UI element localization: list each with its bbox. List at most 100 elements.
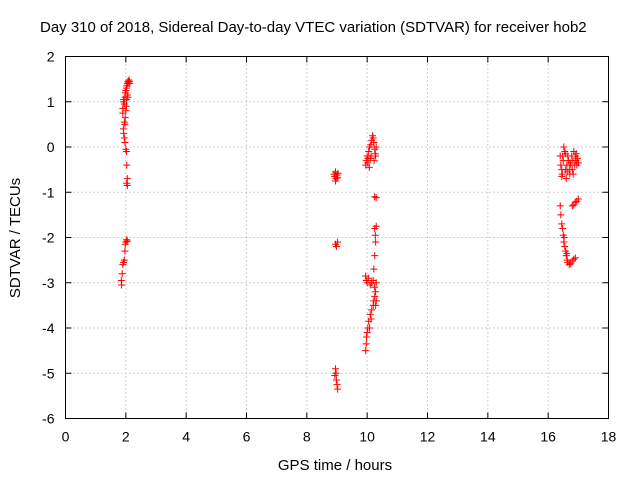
data-point-plus-marker [118, 281, 126, 289]
data-point-plus-marker [560, 143, 568, 151]
data-point-plus-marker [123, 161, 131, 169]
data-point-plus-marker [563, 249, 571, 257]
data-point-plus-marker [372, 143, 380, 151]
data-point-plus-marker [121, 114, 129, 122]
x-tick-label: 12 [420, 429, 436, 445]
data-point-plus-marker [332, 376, 340, 384]
data-point-plus-marker [365, 274, 373, 282]
data-point-plus-marker [572, 150, 580, 158]
y-tick-label: -6 [42, 411, 55, 427]
data-point-plus-marker [565, 261, 573, 269]
data-point-plus-marker [557, 161, 565, 169]
plot-frame [65, 56, 609, 419]
data-point-plus-marker [118, 270, 126, 278]
x-tick-label: 6 [243, 429, 251, 445]
data-point-plus-marker [122, 107, 130, 115]
data-point-plus-marker [561, 243, 569, 251]
data-point-plus-marker [573, 154, 581, 162]
y-tick-label: -4 [42, 320, 55, 336]
y-tick-label: -1 [42, 184, 55, 200]
x-tick-label: 4 [182, 429, 190, 445]
data-point-plus-marker [121, 120, 129, 128]
data-point-plus-marker [121, 247, 129, 255]
data-point-plus-marker [370, 265, 378, 273]
data-point-plus-marker [333, 381, 341, 389]
data-point-plus-marker [331, 177, 339, 185]
data-point-plus-marker [367, 315, 375, 323]
grid [65, 56, 609, 419]
data-point-plus-marker [365, 148, 373, 156]
axis-ticks [65, 56, 609, 419]
chart-title: Day 310 of 2018, Sidereal Day-to-day VTE… [40, 19, 587, 36]
data-point-plus-marker [125, 76, 133, 84]
data-point-plus-marker [566, 159, 574, 167]
data-point-plus-marker [123, 236, 131, 244]
data-point-plus-marker [570, 255, 578, 263]
data-point-plus-marker [121, 138, 129, 146]
data-point-plus-marker [334, 169, 342, 177]
data-point-plus-marker [558, 172, 566, 180]
data-point-plus-marker [363, 329, 371, 337]
data-point-plus-marker [372, 288, 380, 296]
data-point-plus-marker [370, 138, 378, 146]
data-point-plus-marker [362, 340, 370, 348]
x-tick-label: 18 [601, 429, 617, 445]
data-point-plus-marker [369, 134, 377, 142]
data-point-plus-marker [364, 154, 372, 162]
data-point-plus-marker [122, 102, 130, 110]
data-point-plus-marker [371, 231, 379, 239]
data-point-plus-marker [574, 159, 582, 167]
data-point-plus-marker [126, 80, 134, 88]
y-tick-label: 1 [47, 94, 55, 110]
data-point-plus-marker [366, 310, 374, 318]
data-point-plus-marker [569, 170, 577, 178]
data-point-plus-marker [122, 148, 130, 156]
data-point-plus-marker [574, 195, 582, 203]
x-tick-label: 8 [303, 429, 311, 445]
y-tick-label: 0 [47, 139, 55, 155]
data-point-plus-marker [370, 157, 378, 165]
x-tick-label: 10 [359, 429, 375, 445]
data-point-plus-marker [372, 238, 380, 246]
y-tick-label: -3 [42, 275, 55, 291]
data-point-plus-marker [120, 256, 128, 264]
x-tick-label: 14 [480, 429, 496, 445]
data-point-plus-marker [571, 198, 579, 206]
data-point-plus-marker [372, 222, 380, 230]
data-point-plus-marker [556, 202, 564, 210]
data-point-plus-marker [371, 292, 379, 300]
data-point-plus-marker [560, 234, 568, 241]
data-point-plus-marker [124, 93, 132, 101]
data-point-plus-marker [331, 372, 339, 380]
data-point-plus-marker [331, 365, 339, 373]
data-point-plus-marker [558, 220, 566, 228]
data-point-plus-marker [120, 129, 128, 137]
y-axis-title: SDTVAR / TECUs [7, 178, 24, 298]
data-point-plus-marker [362, 347, 370, 355]
y-tick-label: -2 [42, 230, 55, 246]
data-point-plus-marker [563, 168, 571, 176]
data-point-plus-marker [562, 150, 570, 158]
data-point-plus-marker [123, 237, 131, 245]
data-point-plus-marker [372, 152, 380, 160]
y-tick-label: -5 [42, 365, 55, 381]
data-point-plus-marker [366, 324, 374, 332]
data-point-plus-marker [559, 224, 567, 232]
data-point-plus-marker [334, 238, 342, 246]
x-tick-label: 16 [540, 429, 556, 445]
data-point-plus-marker [371, 252, 379, 260]
data-point-plus-marker [568, 166, 576, 174]
data-points [117, 76, 582, 393]
x-tick-label: 0 [62, 429, 70, 445]
data-point-plus-marker [571, 254, 579, 262]
data-point-plus-marker [562, 175, 570, 183]
data-point-plus-marker [557, 211, 565, 219]
y-tick-label: 2 [47, 49, 55, 65]
data-point-plus-marker [372, 279, 380, 287]
data-point-plus-marker [568, 257, 576, 265]
data-point-plus-marker [568, 202, 576, 210]
data-point-plus-marker [334, 385, 342, 393]
x-axis-title: GPS time / hours [278, 457, 392, 474]
